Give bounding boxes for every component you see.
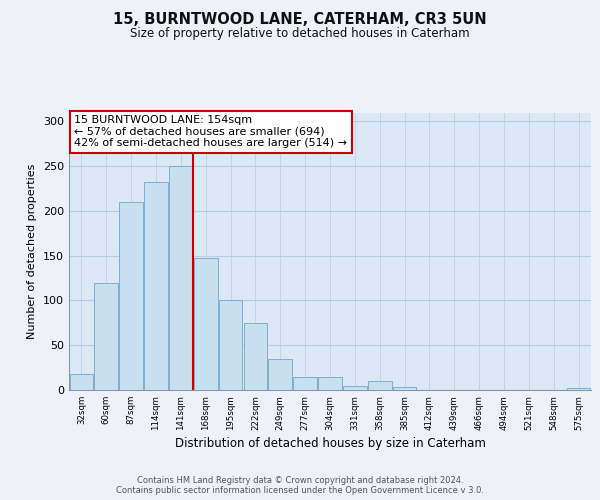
Bar (393, 388, 416, 390)
Y-axis label: Number of detached properties: Number of detached properties (28, 164, 37, 339)
Bar (169, 166, 193, 390)
Bar (293, 378, 317, 390)
Bar (244, 323, 267, 390)
Bar (318, 378, 342, 390)
Bar (119, 202, 143, 390)
X-axis label: Distribution of detached houses by size in Caterham: Distribution of detached houses by size … (175, 436, 485, 450)
Bar (368, 381, 392, 390)
Bar (70, 374, 93, 390)
Bar (219, 300, 242, 390)
Bar (144, 182, 168, 390)
Text: Contains public sector information licensed under the Open Government Licence v : Contains public sector information licen… (116, 486, 484, 495)
Text: Contains HM Land Registry data © Crown copyright and database right 2024.: Contains HM Land Registry data © Crown c… (137, 476, 463, 485)
Text: 15, BURNTWOOD LANE, CATERHAM, CR3 5UN: 15, BURNTWOOD LANE, CATERHAM, CR3 5UN (113, 12, 487, 28)
Bar (94, 282, 118, 390)
Text: 15 BURNTWOOD LANE: 154sqm
← 57% of detached houses are smaller (694)
42% of semi: 15 BURNTWOOD LANE: 154sqm ← 57% of detac… (74, 116, 347, 148)
Bar (194, 258, 218, 390)
Bar (343, 386, 367, 390)
Bar (268, 358, 292, 390)
Text: Size of property relative to detached houses in Caterham: Size of property relative to detached ho… (130, 28, 470, 40)
Bar (567, 388, 590, 390)
